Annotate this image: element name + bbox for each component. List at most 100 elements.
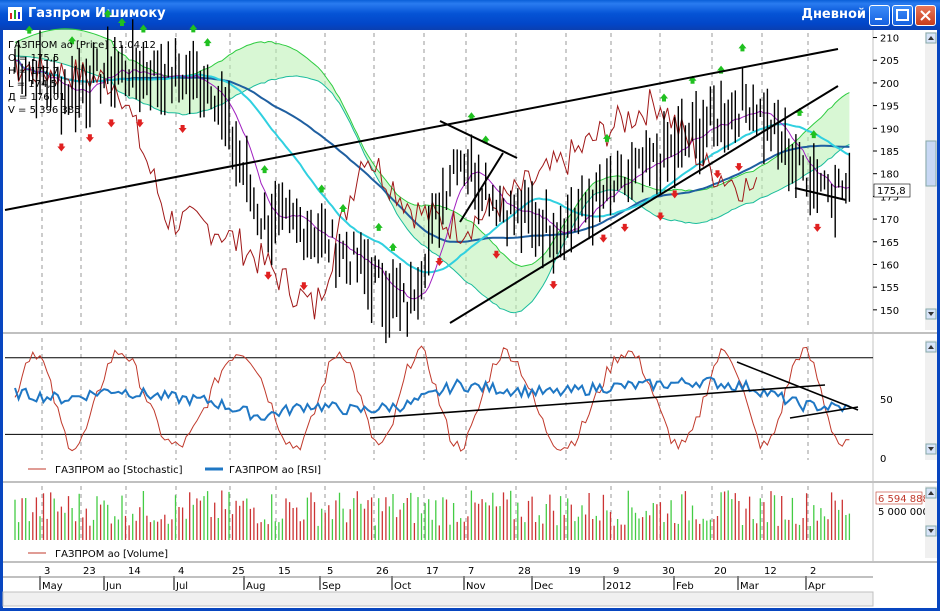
fractal-up-marker xyxy=(602,133,611,142)
fractal-down-marker xyxy=(620,223,629,232)
ichimoku-cloud xyxy=(15,28,850,313)
arrow-up-icon xyxy=(928,491,934,495)
fractal-down-marker xyxy=(85,134,94,143)
fractal-up-marker xyxy=(738,43,747,52)
fractal-down-marker xyxy=(135,119,144,128)
fractal-up-marker xyxy=(189,24,198,33)
close-icon xyxy=(920,10,931,21)
fractal-up-marker xyxy=(117,18,126,27)
close-button[interactable] xyxy=(915,5,936,26)
volume-panel xyxy=(14,490,851,540)
arrow-up-icon xyxy=(928,345,934,349)
trendline-short xyxy=(459,152,504,223)
price-tick-label: 165 xyxy=(880,238,899,249)
fractal-down-marker xyxy=(599,234,608,243)
arrow-up-icon xyxy=(928,36,934,40)
time-axis-month: Jul xyxy=(175,581,188,592)
price-info: ГАЗПРОМ ао [Price] 11.04.12 O = 175,5 H … xyxy=(8,40,156,116)
fractal-down-marker xyxy=(492,250,501,259)
fractal-down-marker xyxy=(57,143,66,152)
rsi-line xyxy=(14,376,850,422)
arrow-down-icon xyxy=(928,529,934,533)
info-close: Д = 176,01 xyxy=(8,92,66,103)
time-axis-day: 3 xyxy=(44,566,50,577)
price-panel xyxy=(4,9,851,344)
oscillator-scrollbar[interactable] xyxy=(925,340,937,460)
price-tick-label: 155 xyxy=(880,283,899,294)
trendline-upper xyxy=(4,48,839,211)
fractal-up-marker xyxy=(68,36,77,45)
ma-mid-line xyxy=(14,59,850,274)
fractal-up-marker xyxy=(339,204,348,213)
last-price-label: 175,8 xyxy=(877,186,906,197)
time-axis-day: 30 xyxy=(662,566,675,577)
trendline-short xyxy=(794,187,847,201)
axes: 1501551601651701751801851901952002052103… xyxy=(2,34,899,607)
fractal-up-marker xyxy=(688,75,697,84)
rsi-trendline xyxy=(369,384,826,419)
time-axis-month: Feb xyxy=(676,581,694,592)
info-low: L = 174,5 xyxy=(8,79,57,90)
fractal-down-marker xyxy=(107,119,116,128)
time-axis-day: 28 xyxy=(518,566,531,577)
time-axis-month: May xyxy=(42,581,63,592)
price-tick-label: 200 xyxy=(880,79,899,90)
price-tick-label: 175 xyxy=(880,192,899,203)
time-axis-month: Mar xyxy=(740,581,760,592)
time-axis-day: 7 xyxy=(468,566,474,577)
fractal-down-marker xyxy=(264,271,273,280)
fractal-up-marker xyxy=(203,38,212,47)
arrow-down-icon xyxy=(928,312,934,316)
fractal-down-marker xyxy=(299,282,308,291)
fractal-up-marker xyxy=(809,130,818,139)
minimize-button[interactable] xyxy=(869,5,890,26)
volume-scrollbar[interactable] xyxy=(925,486,937,558)
info-open: O = 175,5 xyxy=(8,53,59,64)
oscillator-panel: 0 50 xyxy=(5,345,893,465)
time-axis-month: Sep xyxy=(322,581,341,592)
price-tick-label: 150 xyxy=(880,306,899,317)
scroll-track[interactable] xyxy=(925,340,937,460)
period-label[interactable]: Дневной xyxy=(801,7,866,22)
fractal-down-marker xyxy=(713,170,722,179)
scroll-track[interactable] xyxy=(925,486,937,558)
oscillator-legend: ГАЗПРОМ ао [Stochastic] ГАЗПРОМ ао [RSI] xyxy=(28,465,321,476)
stochastic-line xyxy=(14,345,850,452)
time-axis-month: Nov xyxy=(466,581,486,592)
price-tick-label: 170 xyxy=(880,215,899,226)
osc-tick-label: 50 xyxy=(880,395,893,406)
fractal-up-marker xyxy=(260,165,269,174)
time-axis-day: 23 xyxy=(83,566,96,577)
fractal-up-marker xyxy=(139,24,148,33)
time-axis-day: 4 xyxy=(178,566,184,577)
fractal-down-marker xyxy=(435,258,444,267)
rsi-trendline xyxy=(736,361,859,411)
fractal-up-marker xyxy=(374,222,383,231)
price-scrollbar[interactable] xyxy=(925,32,937,330)
title-bar[interactable]: Газпром Ишимоку Дневной xyxy=(0,0,940,30)
info-volume: V = 5 396 385 xyxy=(8,105,80,116)
volume-legend: ГАЗПРОМ ао [Volume] xyxy=(28,549,168,560)
window-title: Газпром Ишимоку xyxy=(28,6,166,21)
time-axis-day: 17 xyxy=(426,566,439,577)
time-axis-day: 20 xyxy=(714,566,727,577)
maximize-button[interactable] xyxy=(892,5,913,26)
fractal-up-marker xyxy=(467,112,476,121)
price-tick-label: 185 xyxy=(880,147,899,158)
info-high: H = 177,7 xyxy=(8,66,59,77)
scroll-thumb[interactable] xyxy=(925,140,937,187)
legend-rsi: ГАЗПРОМ ао [RSI] xyxy=(229,465,321,476)
time-axis-day: 26 xyxy=(376,566,389,577)
price-tick-label: 160 xyxy=(880,260,899,271)
osc-tick-label: 0 xyxy=(880,454,886,465)
info-header: ГАЗПРОМ ао [Price] 11.04.12 xyxy=(8,40,156,51)
fractal-down-marker xyxy=(549,281,558,290)
chart-frame xyxy=(0,30,940,611)
fractal-up-marker xyxy=(25,25,34,34)
price-tick-label: 210 xyxy=(880,34,899,45)
legend-stochastic: ГАЗПРОМ ао [Stochastic] xyxy=(55,465,183,476)
chart-app-icon xyxy=(8,6,22,21)
fractal-up-marker xyxy=(660,93,669,102)
trendline-short xyxy=(439,120,518,159)
